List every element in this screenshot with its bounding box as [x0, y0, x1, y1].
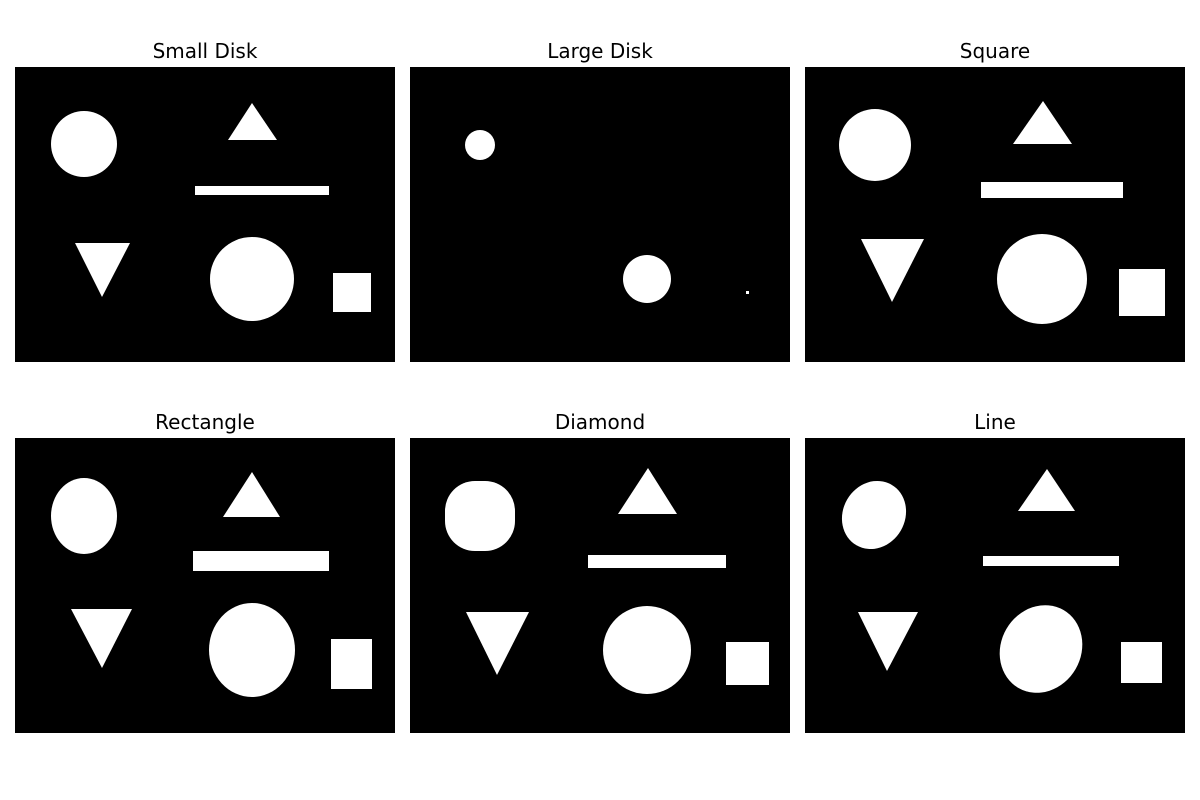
triangle-down-shape — [466, 612, 529, 675]
large-disk-shape — [210, 237, 294, 321]
panel-title-line: Line — [974, 410, 1016, 434]
square-shape — [331, 639, 372, 689]
square-shape — [746, 291, 749, 294]
diamond-image — [445, 468, 769, 694]
large-disk-shape — [623, 255, 671, 303]
triangle-down-shape — [75, 243, 130, 297]
panel-line — [805, 438, 1185, 733]
disk-shape — [445, 481, 515, 551]
small-disk-image — [51, 103, 371, 321]
panel-diamond — [410, 438, 790, 733]
panel-title-small-disk: Small Disk — [152, 39, 258, 63]
triangle-up-shape — [1018, 469, 1075, 511]
panel-large-disk — [410, 67, 790, 362]
bar-shape — [983, 556, 1119, 566]
triangle-down-shape — [71, 609, 132, 668]
disk-shape — [51, 111, 117, 177]
triangle-up-shape — [223, 472, 280, 517]
disk-shape — [51, 478, 117, 554]
panel-title-large-disk: Large Disk — [547, 39, 653, 63]
bar-shape — [195, 186, 329, 195]
large-disk-image — [465, 130, 749, 303]
line-image — [841, 469, 1162, 693]
panel-title-diamond: Diamond — [554, 410, 646, 434]
square-image — [839, 101, 1165, 324]
disk-shape — [465, 130, 495, 160]
disk-shape — [841, 480, 907, 550]
disk-shape — [839, 109, 911, 181]
panel-rectangle — [15, 438, 395, 733]
triangle-down-shape — [858, 612, 918, 671]
large-disk-shape — [603, 606, 691, 694]
panel-title-rectangle: Rectangle — [155, 410, 255, 434]
large-disk-shape — [209, 603, 295, 697]
panel-square — [805, 67, 1185, 362]
panel-title-square: Square — [959, 39, 1031, 63]
bar-shape — [193, 551, 329, 571]
square-shape — [726, 642, 769, 685]
triangle-down-shape — [861, 239, 924, 302]
large-disk-shape — [997, 234, 1087, 324]
bar-shape — [588, 555, 726, 568]
triangle-up-shape — [618, 468, 677, 514]
square-shape — [333, 273, 371, 312]
triangle-up-shape — [228, 103, 277, 140]
panel-small-disk — [15, 67, 395, 362]
square-shape — [1121, 642, 1162, 683]
large-disk-shape — [999, 605, 1083, 693]
bar-shape — [981, 182, 1123, 198]
square-shape — [1119, 269, 1165, 316]
triangle-up-shape — [1013, 101, 1072, 144]
rectangle-image — [51, 472, 372, 697]
